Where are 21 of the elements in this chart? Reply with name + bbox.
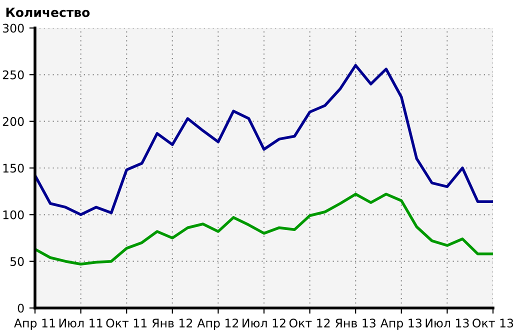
chart-title: Количество	[6, 8, 90, 18]
y-tick-label: 0	[18, 304, 24, 313]
x-tick-label: Янв 12	[152, 318, 192, 328]
y-tick-label: 300	[2, 24, 24, 33]
x-tick-label: Июл 12	[242, 318, 286, 328]
x-tick-label: Апр 11	[14, 318, 55, 330]
x-tick-label: Окт 12	[289, 318, 330, 328]
x-tick-label: Апр 12	[197, 318, 238, 330]
line-series	[35, 64, 493, 216]
y-tick-label: 150	[3, 164, 24, 173]
line-series	[35, 192, 493, 266]
x-tick-label: Окт 11	[106, 318, 147, 328]
x-tick-label: Июл 11	[59, 318, 102, 328]
x-tick-label: Апр 13	[380, 318, 422, 330]
y-tick-label: 100	[3, 210, 24, 220]
y-tick-label: 50	[10, 257, 24, 266]
y-tick-label: 200	[2, 117, 24, 126]
x-tick-label: Янв 13	[336, 318, 376, 328]
x-tick-label: Июл 13	[426, 318, 469, 328]
y-tick-label: 250	[2, 70, 24, 80]
x-tick-label: Окт 13	[472, 318, 514, 328]
